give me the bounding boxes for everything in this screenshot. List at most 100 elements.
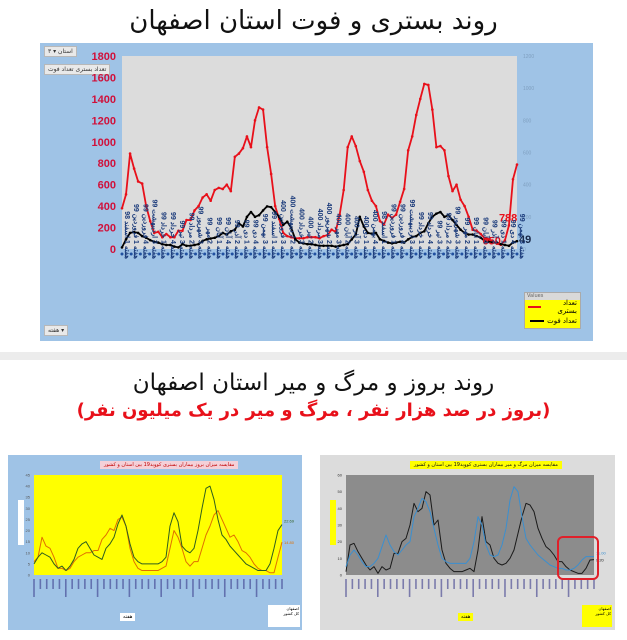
svg-text:هفته 1 خرداد 99: هفته 1 خرداد 99 [160, 212, 168, 259]
svg-text:هفته 1 اسفند 98: هفته 1 اسفند 98 [123, 211, 131, 259]
mortality-chart-title: مقایسه میزان مرگ و میر بیماران بستری کوو… [410, 461, 562, 469]
svg-text:10: 10 [338, 556, 343, 561]
svg-text:هفته 4 بهمن 400: هفته 4 بهمن 400 [371, 210, 378, 259]
section-divider [0, 352, 627, 360]
svg-text:0: 0 [523, 247, 526, 253]
svg-text:1400: 1400 [92, 94, 116, 106]
svg-text:هفته 3 آذر 400: هفته 3 آذر 400 [353, 216, 363, 259]
svg-text:هفته 4 دی 99: هفته 4 دی 99 [509, 220, 516, 260]
svg-text:50: 50 [338, 489, 343, 494]
x-axis-label: هفته [458, 613, 474, 621]
x-axis-label: هفته [120, 613, 136, 621]
svg-text:هفته 1 دی 400: هفته 1 دی 400 [362, 216, 369, 259]
svg-text:هفته 4 فروردین 99: هفته 4 فروردین 99 [141, 204, 148, 259]
svg-text:14.80: 14.80 [284, 540, 295, 545]
svg-text:1800: 1800 [92, 51, 116, 63]
svg-text:45: 45 [26, 473, 31, 478]
hospitalization-death-chart-panel: استان ▾ ۳ تعداد بستری تعداد فوت ▾ هفته 0… [40, 43, 593, 341]
legend-item-deaths: تعداد فوت [525, 314, 580, 328]
incidence-line-chart: 0 5 10 15 20 25 30 35 40 45 14.80 22.69 [18, 473, 295, 597]
legend-label: اصفهان [598, 606, 611, 611]
svg-text:هفته 1 فروردین 99: هفته 1 فروردین 99 [389, 204, 396, 259]
svg-text:هفته 3 خرداد 400: هفته 3 خرداد 400 [298, 208, 306, 259]
svg-text:هفته 2 تیر 400: هفته 2 تیر 400 [307, 217, 314, 260]
svg-text:هفته 1 آبان 99: هفته 1 آبان 99 [215, 217, 225, 259]
svg-text:600: 600 [98, 180, 116, 192]
svg-text:هفته 2 مهر 99: هفته 2 مهر 99 [206, 218, 213, 260]
svg-text:هفته 1 اسفند 99: هفته 1 اسفند 99 [270, 211, 278, 259]
svg-text:60: 60 [338, 473, 343, 478]
hospitalization-death-line-chart: 0 200 400 600 800 1000 1200 1400 1600 1800 0 200 400… [92, 51, 535, 260]
svg-text:400: 400 [98, 201, 116, 213]
black-line-swatch-icon [530, 320, 545, 322]
svg-text:هفته 4 فروردین 99: هفته 4 فروردین 99 [399, 204, 406, 259]
svg-text:200: 200 [98, 223, 116, 235]
svg-text:800: 800 [98, 158, 116, 170]
svg-text:هفته 4 خرداد 99: هفته 4 خرداد 99 [426, 212, 434, 259]
incidence-chart-title: مقایسه میزان بروز بیماران بستری کووید19 … [100, 461, 239, 469]
svg-text:788: 788 [499, 212, 517, 224]
svg-text:1000: 1000 [523, 86, 534, 92]
svg-text:0: 0 [340, 573, 343, 578]
legend-label: تعداد بستری [557, 299, 577, 315]
svg-text:10: 10 [26, 550, 31, 555]
svg-text:هفته 3 فروردین 400: هفته 3 فروردین 400 [279, 200, 286, 259]
svg-text:400: 400 [523, 183, 532, 189]
svg-text:هفته 1 فروردین 99: هفته 1 فروردین 99 [132, 204, 139, 259]
chart-legend: Values تعداد بستری تعداد فوت [524, 292, 581, 329]
svg-text:هفته 2 شهریور 400: هفته 2 شهریور 400 [325, 203, 332, 260]
legend-label: تعداد فوت [547, 317, 577, 325]
svg-text:هفته 1 خرداد 99: هفته 1 خرداد 99 [417, 212, 425, 259]
svg-text:49: 49 [519, 234, 531, 246]
svg-text:0: 0 [110, 244, 116, 256]
svg-text:11.00: 11.00 [596, 551, 606, 556]
section-title: روند بروز و مرگ و میر استان اصفهان [132, 370, 495, 396]
week-filter-chip[interactable]: ▾ هفته [44, 325, 69, 336]
svg-text:5: 5 [28, 561, 31, 566]
svg-text:هفته 2 مرداد 99: هفته 2 مرداد 99 [445, 213, 453, 260]
svg-text:9.20: 9.20 [596, 558, 605, 563]
svg-text:600: 600 [523, 151, 532, 157]
svg-text:هفته 2 اردیبهشت 400: هفته 2 اردیبهشت 400 [288, 196, 296, 260]
svg-text:800: 800 [523, 118, 532, 124]
svg-text:30: 30 [26, 506, 31, 511]
svg-text:هفته 3 شهریور 99: هفته 3 شهریور 99 [454, 206, 461, 259]
svg-text:هفته 1 آبان 99: هفته 1 آبان 99 [472, 217, 482, 259]
incidence-legend: اصفهان کل کشور [268, 605, 300, 627]
svg-text:22.69: 22.69 [284, 519, 295, 524]
svg-text:هفته 2 آذر 99: هفته 2 آذر 99 [233, 220, 243, 259]
svg-text:20: 20 [338, 539, 343, 544]
legend-label: کل کشور [595, 611, 611, 616]
red-line-swatch-icon [528, 306, 541, 308]
main-chart-title: روند بستری و فوت استان اصفهان [129, 6, 498, 36]
values-filter-chip[interactable]: تعداد بستری تعداد فوت [44, 64, 111, 75]
svg-text:هفته 2 آبان 400: هفته 2 آبان 400 [343, 213, 353, 259]
legend-label: اصفهان [286, 606, 299, 611]
legend-item-hospitalized: تعداد بستری [525, 299, 580, 315]
svg-text:0: 0 [28, 573, 31, 578]
mortality-chart-panel: 0 10 20 30 40 50 60 9.20 11.00 مقایسه میزان مرگ … [320, 455, 615, 630]
section-subtitle: (بروز در صد هزار نفر ، مرگ و میر در یک م… [76, 400, 551, 421]
svg-text:20: 20 [26, 528, 31, 533]
svg-text:هفته 4 خرداد 99: هفته 4 خرداد 99 [169, 212, 177, 259]
svg-text:40: 40 [26, 484, 31, 489]
svg-text:650: 650 [483, 235, 501, 247]
svg-text:هفته 2 آذر 99: هفته 2 آذر 99 [490, 220, 500, 259]
svg-text:هفته 3 مهر 400: هفته 3 مهر 400 [334, 214, 341, 260]
svg-text:هفته 3 تیر 99: هفته 3 تیر 99 [178, 220, 185, 259]
svg-text:هفته 4 دی 99: هفته 4 دی 99 [252, 220, 259, 260]
svg-text:1200: 1200 [523, 54, 534, 60]
province-filter-chip[interactable]: استان ▾ ۳ [44, 46, 77, 57]
svg-text:هفته 3 مرداد 400: هفته 3 مرداد 400 [316, 209, 324, 260]
svg-text:هفته 1 دی 99: هفته 1 دی 99 [242, 220, 249, 260]
svg-text:هفته 4 آبان 99: هفته 4 آبان 99 [224, 217, 234, 259]
svg-text:هفته 3 بهمن 99: هفته 3 بهمن 99 [261, 214, 268, 260]
svg-text:1200: 1200 [92, 115, 116, 127]
svg-text:هفته 3 شهریور 99: هفته 3 شهریور 99 [196, 206, 203, 259]
svg-text:هفته 2 مهر 99: هفته 2 مهر 99 [463, 218, 470, 260]
mortality-line-chart: 0 10 20 30 40 50 60 9.20 11.00 [330, 473, 606, 597]
svg-text:1000: 1000 [92, 137, 116, 149]
svg-text:35: 35 [26, 495, 31, 500]
svg-text:15: 15 [26, 539, 31, 544]
incidence-chart-panel: 0 5 10 15 20 25 30 35 40 45 14.80 22.69 مقایسه میزا… [8, 455, 302, 630]
